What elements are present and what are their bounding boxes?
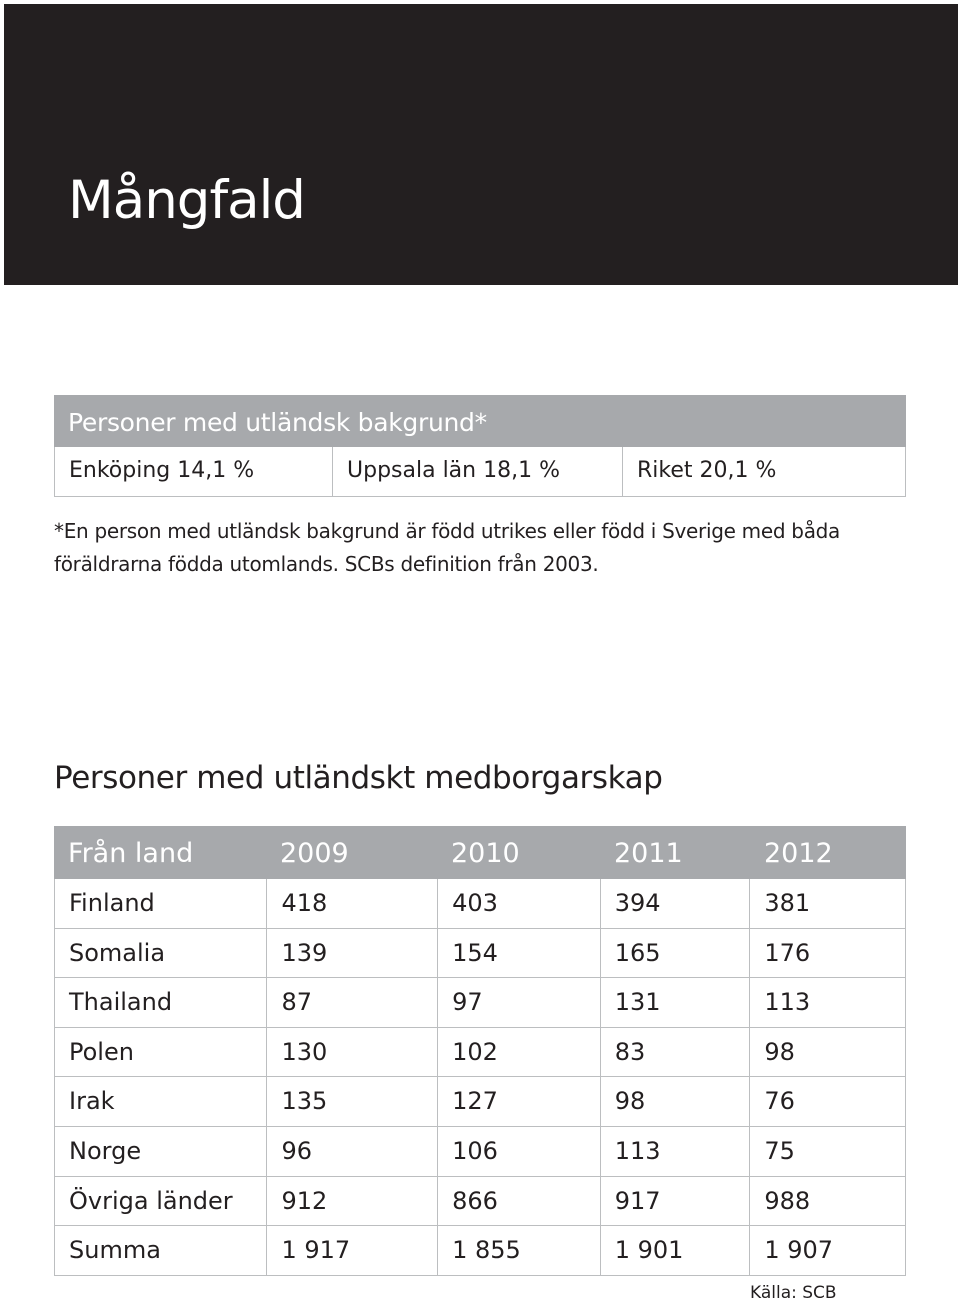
table-row: Polen 130 102 83 98 — [54, 1027, 906, 1078]
table-cell: 381 — [749, 879, 905, 928]
table-cell: Summa — [69, 1236, 161, 1265]
background-table: Personer med utländsk bakgrund* Enköping… — [54, 395, 906, 497]
table-row: Övriga länder 912 866 917 988 — [54, 1176, 906, 1227]
column-header: 2009 — [280, 838, 349, 869]
table-row: Enköping 14,1 % Uppsala län 18,1 % Riket… — [54, 447, 906, 497]
table-cell: Irak — [69, 1087, 115, 1116]
table-cell: 154 — [437, 928, 600, 978]
table-row: Thailand 87 97 131 113 — [54, 978, 906, 1028]
riket-cell: Riket 20,1 % — [622, 447, 905, 496]
table-cell: 75 — [749, 1126, 905, 1176]
background-table-header: Personer med utländsk bakgrund* — [54, 395, 906, 447]
table-header-row: Från land 2009 2010 2011 2012 — [54, 826, 906, 879]
table-cell: Thailand — [69, 988, 173, 1017]
table-cell: 866 — [437, 1176, 600, 1226]
table-cell: 87 — [266, 978, 437, 1027]
footnote-line-2: föräldrarna födda utomlands. SCBs defini… — [54, 552, 599, 576]
table-cell: 127 — [437, 1077, 600, 1126]
table-cell: Finland — [69, 889, 155, 917]
column-header: Från land — [68, 838, 194, 869]
table-cell: 96 — [266, 1126, 437, 1176]
footnote-line-1: *En person med utländsk bakgrund är född… — [54, 519, 841, 543]
table-cell: 1 907 — [749, 1226, 905, 1275]
table-cell: Somalia — [69, 938, 166, 967]
title-banner: Mångfald — [4, 4, 958, 285]
column-header: 2010 — [451, 838, 520, 869]
table-cell: 418 — [266, 879, 437, 928]
citizenship-title: Personer med utländskt medborgarskap — [54, 760, 663, 796]
table-cell: 97 — [437, 978, 600, 1027]
table-cell: 76 — [749, 1077, 905, 1126]
table-cell: 135 — [266, 1077, 437, 1126]
table-row: Irak 135 127 98 76 — [54, 1077, 906, 1127]
table-cell: 394 — [599, 879, 750, 928]
enkoping-cell: Enköping 14,1 % — [69, 458, 255, 483]
source-note: Källa: SCB — [750, 1283, 837, 1303]
table-cell: 106 — [437, 1126, 600, 1176]
column-header: 2011 — [614, 838, 683, 869]
citizenship-table: Från land 2009 2010 2011 2012 Finland 41… — [54, 826, 906, 1276]
table-cell: 1 917 — [266, 1226, 437, 1275]
table-cell: 917 — [599, 1176, 750, 1226]
table-cell: Norge — [69, 1136, 142, 1165]
background-table-title: Personer med utländsk bakgrund* — [68, 408, 487, 437]
table-cell: 113 — [599, 1126, 750, 1176]
table-cell: 98 — [599, 1077, 750, 1126]
table-cell: 113 — [749, 978, 905, 1027]
table-cell: 83 — [599, 1027, 750, 1077]
table-cell: 131 — [599, 978, 750, 1027]
table-cell: 1 855 — [437, 1226, 600, 1275]
table-row: Somalia 139 154 165 176 — [54, 928, 906, 979]
table-cell: 176 — [749, 928, 905, 978]
table-cell: 988 — [749, 1176, 905, 1226]
table-cell: 165 — [599, 928, 750, 978]
footnote: *En person med utländsk bakgrund är född… — [54, 515, 914, 581]
table-row: Finland 418 403 394 381 — [54, 879, 906, 929]
table-cell: 912 — [266, 1176, 437, 1226]
table-cell: Polen — [69, 1037, 134, 1066]
column-header: 2012 — [764, 838, 833, 869]
table-cell: Övriga länder — [69, 1186, 233, 1215]
table-row: Norge 96 106 113 75 — [54, 1126, 906, 1177]
table-row-total: Summa 1 917 1 855 1 901 1 907 — [54, 1226, 906, 1276]
table-cell: 403 — [437, 879, 600, 928]
page-title: Mångfald — [68, 170, 306, 231]
table-cell: 1 901 — [599, 1226, 750, 1275]
table-cell: 130 — [266, 1027, 437, 1077]
table-cell: 98 — [749, 1027, 905, 1077]
table-cell: 102 — [437, 1027, 600, 1077]
table-cell: 139 — [266, 928, 437, 978]
uppsala-lan-cell: Uppsala län 18,1 % — [332, 447, 622, 496]
